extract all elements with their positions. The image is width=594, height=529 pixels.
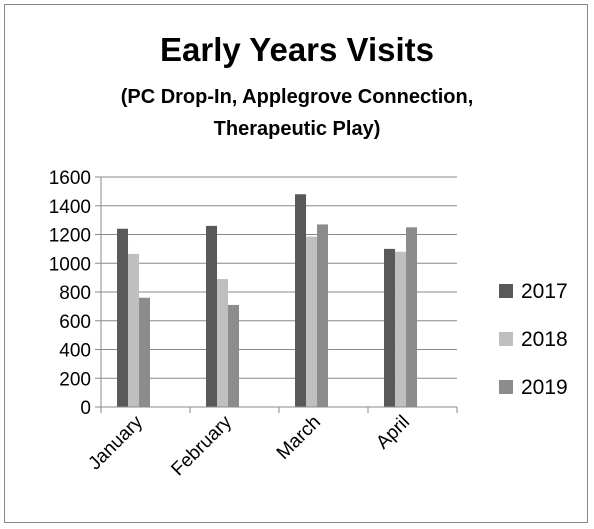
chart-title: Early Years Visits xyxy=(160,31,434,68)
plot-area: 0 200 400 600 800 1000 1200 1400 1600 January Febr… xyxy=(49,168,458,480)
bar-2017-february xyxy=(206,225,218,407)
legend-swatch-2019 xyxy=(499,380,513,394)
bar-2019-march xyxy=(317,224,329,407)
bar-2017-january xyxy=(117,228,129,407)
bar-2018-february xyxy=(217,279,229,407)
y-tick-label: 0 xyxy=(80,398,91,419)
bar-2018-april xyxy=(395,251,407,407)
chart-subtitle-line-2: Therapeutic Play) xyxy=(214,118,381,140)
legend-label-2017: 2017 xyxy=(521,280,568,303)
x-tick-label: February xyxy=(167,411,236,480)
bar-2019-february xyxy=(228,304,240,407)
chart-subtitle-line-1: (PC Drop-In, Applegrove Connection, xyxy=(121,86,474,108)
y-tick-label: 1000 xyxy=(49,254,91,275)
legend: 2017 2018 2019 xyxy=(499,280,568,399)
legend-label-2019: 2019 xyxy=(521,376,568,399)
y-tick-label: 800 xyxy=(59,283,91,304)
legend-label-2018: 2018 xyxy=(521,328,568,351)
bar-2018-january xyxy=(128,253,140,407)
chart-frame: Early Years Visits (PC Drop-In, Applegro… xyxy=(4,4,588,523)
x-tick-label: March xyxy=(273,412,325,464)
bar-chart: Early Years Visits (PC Drop-In, Applegro… xyxy=(49,31,568,480)
bar-2019-january xyxy=(139,297,151,407)
bar-2018-march xyxy=(306,236,318,407)
y-tick-label: 400 xyxy=(59,341,91,362)
legend-swatch-2017 xyxy=(499,284,513,298)
legend-swatch-2018 xyxy=(499,332,513,346)
y-tick-label: 600 xyxy=(59,312,91,333)
y-tick-label: 1200 xyxy=(49,226,91,247)
y-tick-label: 1400 xyxy=(49,197,91,218)
y-tick-label: 200 xyxy=(59,369,91,390)
bar-2017-march xyxy=(295,194,307,407)
bar-2017-april xyxy=(384,248,396,407)
x-tick-label: April xyxy=(372,412,414,454)
x-tick-label: January xyxy=(84,411,147,474)
y-tick-label: 1600 xyxy=(49,168,91,189)
bar-2019-april xyxy=(406,227,418,407)
